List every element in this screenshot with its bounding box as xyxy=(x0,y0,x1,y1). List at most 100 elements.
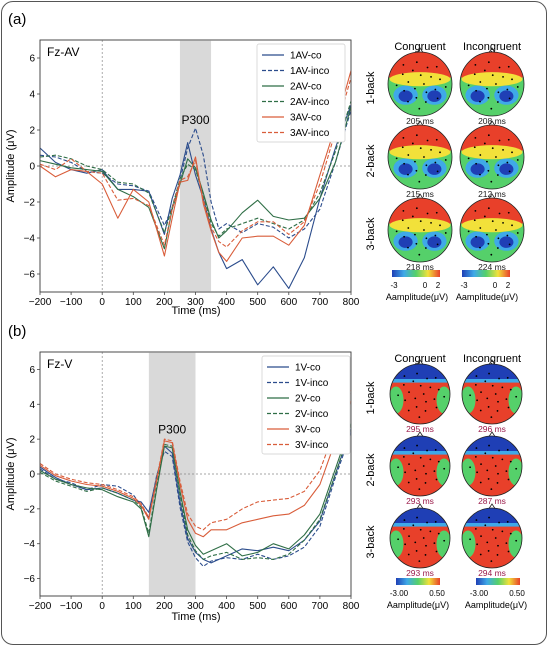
y-axis-label-b: Amplitude (μV) xyxy=(5,438,17,511)
x-ticks-a: −200 −100 0 100 200 300 400 500 600 700 800 xyxy=(29,292,360,308)
topomap-head xyxy=(389,431,451,497)
topomap-heads-b: 295 ms 296 ms 293 ms 287 ms 293 ms 294 ms xyxy=(389,359,523,578)
legend-a: 1AV-co 1AV-inco 2AV-co 2AV-inco 3AV-co 3AV-in… xyxy=(256,43,346,143)
x-axis-label-b: Time (ms) xyxy=(171,611,220,623)
y-tick-label: 6 xyxy=(29,54,35,65)
legend-label: 1AV-inco xyxy=(290,66,330,77)
x-tick-label: 100 xyxy=(125,601,142,612)
topo-header-congruent-a: Congruent xyxy=(394,41,445,53)
colorbar-right-b xyxy=(476,578,520,585)
y-tick-label: 0 xyxy=(29,162,35,173)
topo-row-label-2back-b: 2-back xyxy=(365,453,377,487)
chart-title-a: Fz-AV xyxy=(47,45,79,59)
series-line-3V-inco xyxy=(39,390,352,531)
x-ticks-b: −200 −100 0 100 200 300 400 500 600 700 800 xyxy=(29,596,360,612)
colorbar-right-a xyxy=(462,270,510,277)
legend-b: 1V-co 1V-inco 2V-co 2V-inco 3V-co 3V-inco xyxy=(261,355,351,455)
topomap-panel-b: Congruent Incongruent 1-back 2-back 3-ba… xyxy=(365,353,527,610)
p300-annotation-b: P300 xyxy=(158,422,186,436)
x-tick-label: 600 xyxy=(280,601,297,612)
topomap-time-label: 287 ms xyxy=(478,496,506,506)
colorbar-tick: 0.50 xyxy=(429,589,445,598)
colorbar-tick: 2 xyxy=(436,281,441,290)
series-line-3AV-co xyxy=(39,70,352,262)
legend-label: 3V-inco xyxy=(295,440,329,451)
series-line-1AV-inco xyxy=(39,110,352,239)
x-tick-label: 100 xyxy=(125,297,142,308)
y-tick-label: −6 xyxy=(24,574,36,585)
topo-header-incongruent-a: Incongruent xyxy=(463,41,521,53)
x-tick-label: 0 xyxy=(99,601,105,612)
topomap-head xyxy=(459,47,525,117)
colorbar-label-right-a: Aamplitude(μV) xyxy=(456,292,518,302)
panel-label-b: (b) xyxy=(8,323,26,340)
y-ticks-b: −6 −4 −2 0 2 4 6 xyxy=(24,365,40,585)
topomap-time-label: 293 ms xyxy=(406,496,434,506)
x-tick-label: −200 xyxy=(29,601,52,612)
y-tick-label: 2 xyxy=(29,126,35,137)
y-tick-label: 6 xyxy=(29,365,35,376)
legend-label: 2AV-inco xyxy=(290,97,330,108)
x-tick-label: 800 xyxy=(343,601,360,612)
topo-row-label-3back-b: 3-back xyxy=(365,525,377,559)
topomap-time-label: 295 ms xyxy=(406,424,434,434)
x-tick-label: −100 xyxy=(60,601,83,612)
colorbar-tick: -3.00 xyxy=(470,589,489,598)
colorbar-label-left-b: Aamplitude(μV) xyxy=(387,600,449,610)
x-tick-label: 400 xyxy=(218,601,235,612)
series-line-2V-co xyxy=(39,423,352,557)
topomap-panel-a: Congruent Incongruent 1-back 2-back 3-ba… xyxy=(365,41,525,302)
colorbar-tick: -3 xyxy=(460,281,468,290)
y-tick-label: 0 xyxy=(29,470,35,481)
y-tick-label: 4 xyxy=(29,400,35,411)
topomap-head xyxy=(387,120,453,190)
topomap-head xyxy=(461,359,523,425)
x-tick-label: 200 xyxy=(156,601,173,612)
colorbar-tick: 0 xyxy=(493,281,498,290)
x-tick-label: 500 xyxy=(249,601,266,612)
series-line-2V-inco xyxy=(39,426,352,560)
legend-label: 3AV-co xyxy=(290,113,322,124)
y-tick-label: 2 xyxy=(29,435,35,446)
colorbar-left-b xyxy=(396,578,440,585)
colorbar-label-left-a: Aamplitude(μV) xyxy=(386,292,448,302)
topomap-time-label: 224 ms xyxy=(478,262,506,272)
topo-row-label-1back-a: 1-back xyxy=(365,71,377,105)
x-tick-label: 500 xyxy=(249,297,266,308)
legend-label: 2V-co xyxy=(295,394,321,405)
x-tick-label: 700 xyxy=(312,297,329,308)
chart-title-b: Fz-V xyxy=(47,357,72,371)
legend-label: 1V-co xyxy=(295,363,321,374)
y-ticks-a: −6 −4 −2 0 2 4 6 xyxy=(24,54,40,281)
chart-a: (a) −200 −100 0 100 200 300 400 500 600 700 800 −6… xyxy=(5,11,360,317)
colorbar-tick: -3 xyxy=(390,281,398,290)
colorbar-tick: 0 xyxy=(423,281,428,290)
x-tick-label: −200 xyxy=(29,297,52,308)
topo-header-incongruent-b: Incongruent xyxy=(463,353,521,365)
topo-row-label-3back-a: 3-back xyxy=(365,217,377,251)
p300-annotation-a: P300 xyxy=(181,113,209,127)
topomap-time-label: 296 ms xyxy=(478,424,506,434)
topomap-time-label: 218 ms xyxy=(406,262,434,272)
chart-b: (b) −200 −100 0 100 200 300 400 500 600 700 800 −6… xyxy=(5,323,360,623)
legend-label: 3V-co xyxy=(295,425,321,436)
colorbar-tick: 0.50 xyxy=(509,589,525,598)
series-line-3V-co xyxy=(39,400,352,538)
legend-label: 1AV-co xyxy=(290,51,322,62)
y-tick-label: 4 xyxy=(29,90,35,101)
topomap-time-label: 293 ms xyxy=(406,568,434,578)
topomap-time-label: 294 ms xyxy=(478,568,506,578)
x-tick-label: 400 xyxy=(218,297,235,308)
x-tick-label: 800 xyxy=(343,297,360,308)
x-tick-label: 600 xyxy=(280,297,297,308)
colorbar-tick: 2 xyxy=(506,281,511,290)
legend-label: 2V-inco xyxy=(295,409,329,420)
series-line-1AV-co xyxy=(39,104,352,289)
x-tick-label: 700 xyxy=(312,601,329,612)
topo-row-label-2back-a: 2-back xyxy=(365,144,377,178)
topo-header-congruent-b: Congruent xyxy=(394,353,445,365)
y-tick-label: −4 xyxy=(24,539,36,550)
y-tick-label: −4 xyxy=(24,234,36,245)
